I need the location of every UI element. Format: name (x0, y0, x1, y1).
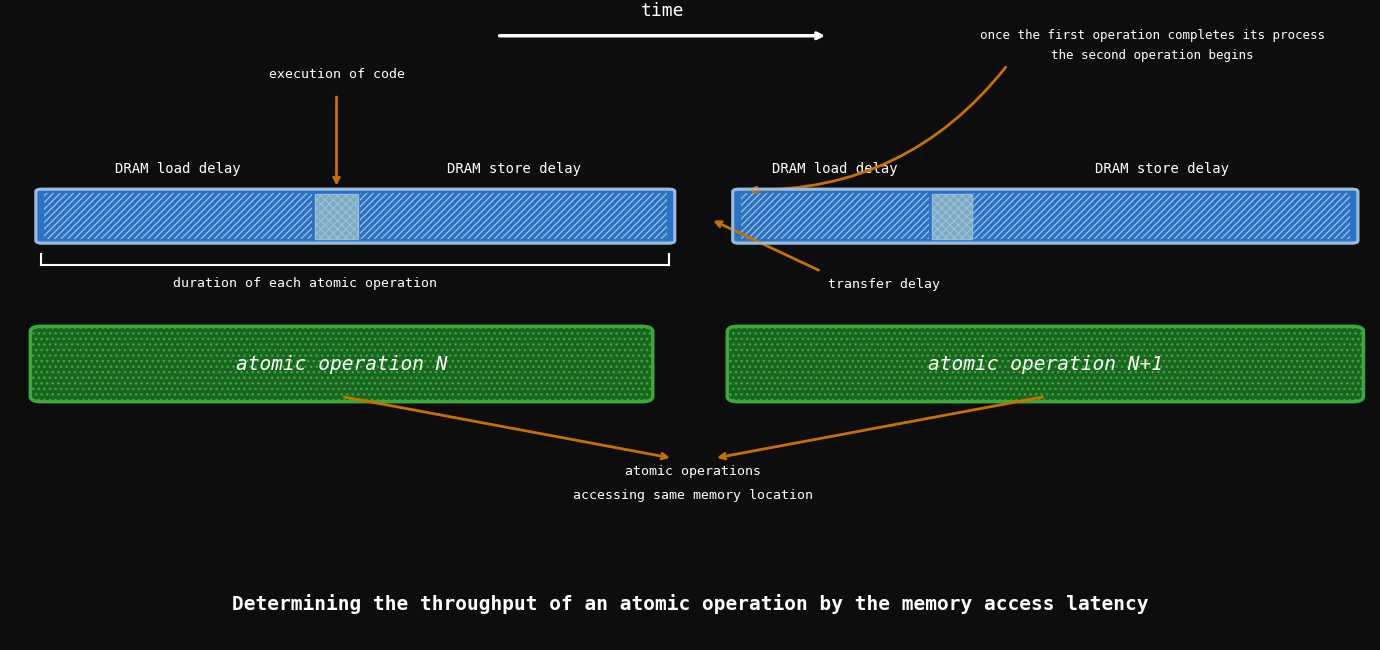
Text: atomic operation N+1: atomic operation N+1 (927, 354, 1163, 374)
Text: DRAM load delay: DRAM load delay (773, 161, 898, 176)
Text: duration of each atomic operation: duration of each atomic operation (172, 277, 437, 290)
Bar (741, 193, 929, 239)
Bar (360, 193, 667, 239)
Text: execution of code: execution of code (269, 68, 404, 81)
Text: DRAM store delay: DRAM store delay (447, 161, 581, 176)
Bar (44, 193, 312, 239)
FancyBboxPatch shape (30, 326, 653, 402)
Text: time: time (640, 1, 684, 20)
Text: atomic operations: atomic operations (625, 465, 762, 478)
Bar (973, 193, 1350, 239)
FancyBboxPatch shape (733, 189, 1358, 243)
Text: Determining the throughput of an atomic operation by the memory access latency: Determining the throughput of an atomic … (232, 594, 1148, 614)
FancyBboxPatch shape (727, 326, 1363, 402)
FancyBboxPatch shape (36, 189, 675, 243)
Text: transfer delay: transfer delay (828, 278, 940, 291)
Text: once the first operation completes its process: once the first operation completes its p… (980, 29, 1325, 42)
Bar (315, 194, 359, 239)
Text: DRAM load delay: DRAM load delay (115, 161, 240, 176)
Text: atomic operation N: atomic operation N (236, 354, 447, 374)
Text: accessing same memory location: accessing same memory location (574, 489, 813, 502)
Text: DRAM store delay: DRAM store delay (1094, 161, 1230, 176)
Text: the second operation begins: the second operation begins (1052, 49, 1253, 62)
Bar (932, 194, 972, 239)
